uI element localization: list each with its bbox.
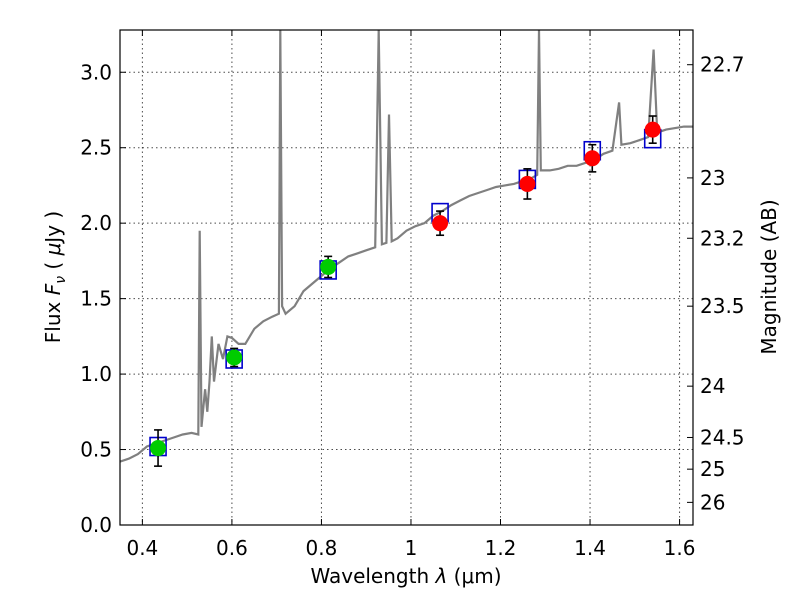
spectrum-line	[120, 30, 693, 463]
y-tick-label: 1.5	[80, 287, 112, 311]
x-tick-label: 1	[405, 536, 418, 560]
y-tick-label: 0.0	[80, 513, 112, 537]
y-tick-label: 1.0	[80, 362, 112, 386]
photometry-point	[150, 440, 167, 457]
x-tick-label: 1.4	[574, 536, 606, 560]
y-tick-label: 3.0	[80, 60, 112, 84]
data-markers	[149, 115, 662, 467]
photometry-point	[519, 175, 536, 192]
plot-frame	[119, 29, 694, 526]
x-tick-label: 1.2	[485, 536, 517, 560]
y-tick-label: 0.5	[80, 438, 112, 462]
x-axis-label: Wavelength λ (μm)	[310, 564, 501, 588]
y2-tick-label: 24.5	[700, 425, 745, 449]
axis-ticks: 0.4 0.6 0.8 1 1.2 1.4 1.6 0.0 0.5 1.0 1.5 2.0 2.5 3.0…	[80, 30, 745, 560]
y2-tick-label: 22.7	[700, 53, 745, 77]
y2-axis-label: Magnitude (AB)	[757, 199, 781, 354]
y2-tick-label: 23.5	[700, 294, 745, 318]
y-tick-label: 2.0	[80, 211, 112, 235]
grid-lines	[120, 30, 693, 526]
x-tick-label: 0.6	[216, 536, 248, 560]
photometry-point	[320, 258, 337, 275]
y2-tick-label: 26	[700, 490, 725, 514]
photometry-point	[432, 215, 449, 232]
y2-tick-label: 24	[700, 374, 725, 398]
y2-tick-label: 23	[700, 166, 725, 190]
y-axis-label: Flux Fν ( μJy )	[41, 211, 69, 343]
photometry-point	[226, 349, 243, 366]
y2-tick-label: 23.2	[700, 226, 745, 250]
photometry-point	[644, 121, 661, 138]
y2-tick-label: 25	[700, 457, 725, 481]
x-tick-label: 0.8	[306, 536, 338, 560]
x-tick-label: 0.4	[126, 536, 158, 560]
photometry-point	[584, 150, 601, 167]
y-tick-label: 2.5	[80, 136, 112, 160]
x-tick-label: 1.6	[664, 536, 696, 560]
